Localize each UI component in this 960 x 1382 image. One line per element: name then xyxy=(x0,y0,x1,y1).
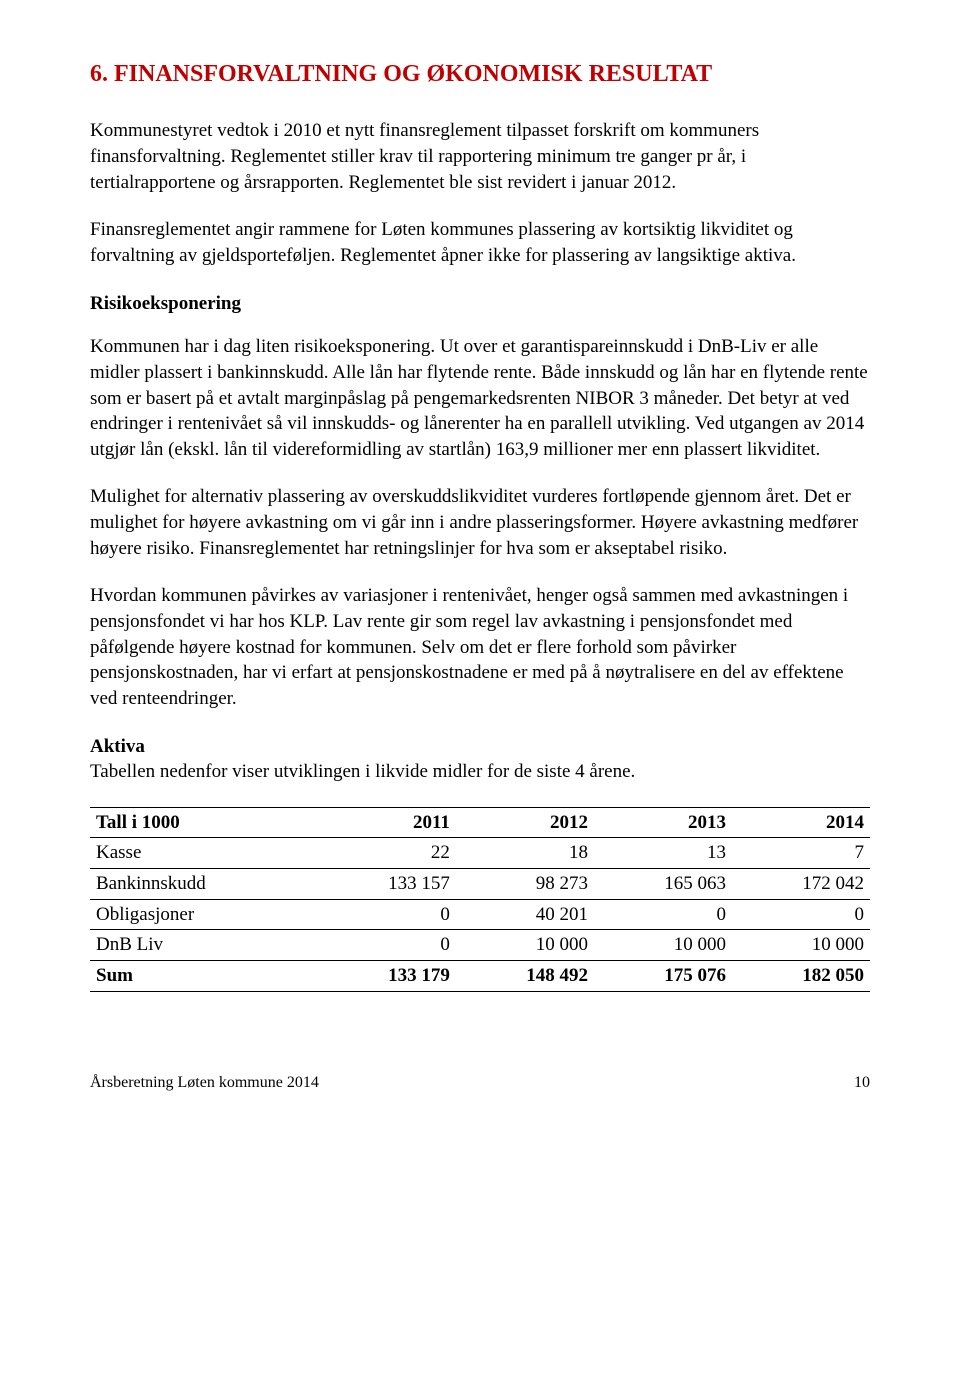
section-heading: 6. FINANSFORVALTNING OG ØKONOMISK RESULT… xyxy=(90,58,870,90)
page-number: 10 xyxy=(854,1072,870,1094)
table-header-cell: 2014 xyxy=(732,807,870,838)
paragraph-intro-2: Finansreglementet angir rammene for Løte… xyxy=(90,217,870,268)
table-cell: 0 xyxy=(318,899,456,930)
table-cell: Bankinnskudd xyxy=(90,869,318,900)
table-row: Kasse 22 18 13 7 xyxy=(90,838,870,869)
table-header-cell: 2012 xyxy=(456,807,594,838)
table-cell: 172 042 xyxy=(732,869,870,900)
table-cell: Sum xyxy=(90,961,318,992)
paragraph-aktiva-intro: Tabellen nedenfor viser utviklingen i li… xyxy=(90,759,870,785)
table-row: DnB Liv 0 10 000 10 000 10 000 xyxy=(90,930,870,961)
table-header-cell: Tall i 1000 xyxy=(90,807,318,838)
paragraph-risiko-2: Mulighet for alternativ plassering av ov… xyxy=(90,484,870,561)
table-header-row: Tall i 1000 2011 2012 2013 2014 xyxy=(90,807,870,838)
paragraph-risiko-1: Kommunen har i dag liten risikoeksponeri… xyxy=(90,334,870,462)
table-cell: 0 xyxy=(594,899,732,930)
page-footer: Årsberetning Løten kommune 2014 10 xyxy=(90,1072,870,1094)
table-cell: 133 157 xyxy=(318,869,456,900)
paragraph-risiko-3: Hvordan kommunen påvirkes av variasjoner… xyxy=(90,583,870,711)
liquidity-table: Tall i 1000 2011 2012 2013 2014 Kasse 22… xyxy=(90,807,870,992)
table-cell: DnB Liv xyxy=(90,930,318,961)
table-cell: Obligasjoner xyxy=(90,899,318,930)
table-header-cell: 2013 xyxy=(594,807,732,838)
table-row: Obligasjoner 0 40 201 0 0 xyxy=(90,899,870,930)
table-cell: 182 050 xyxy=(732,961,870,992)
table-cell: 98 273 xyxy=(456,869,594,900)
table-row: Bankinnskudd 133 157 98 273 165 063 172 … xyxy=(90,869,870,900)
table-cell: 165 063 xyxy=(594,869,732,900)
table-sum-row: Sum 133 179 148 492 175 076 182 050 xyxy=(90,961,870,992)
table-cell: 148 492 xyxy=(456,961,594,992)
subheading-aktiva: Aktiva xyxy=(90,734,870,760)
table-cell: 13 xyxy=(594,838,732,869)
table-cell: 18 xyxy=(456,838,594,869)
paragraph-intro-1: Kommunestyret vedtok i 2010 et nytt fina… xyxy=(90,118,870,195)
table-cell: 40 201 xyxy=(456,899,594,930)
table-cell: 133 179 xyxy=(318,961,456,992)
table-cell: 0 xyxy=(732,899,870,930)
table-cell: 10 000 xyxy=(732,930,870,961)
table-cell: 175 076 xyxy=(594,961,732,992)
table-cell: Kasse xyxy=(90,838,318,869)
table-header-cell: 2011 xyxy=(318,807,456,838)
footer-text: Årsberetning Løten kommune 2014 xyxy=(90,1072,319,1094)
table-cell: 0 xyxy=(318,930,456,961)
table-cell: 10 000 xyxy=(594,930,732,961)
table-cell: 22 xyxy=(318,838,456,869)
table-cell: 10 000 xyxy=(456,930,594,961)
table-cell: 7 xyxy=(732,838,870,869)
subheading-risiko: Risikoeksponering xyxy=(90,291,870,317)
